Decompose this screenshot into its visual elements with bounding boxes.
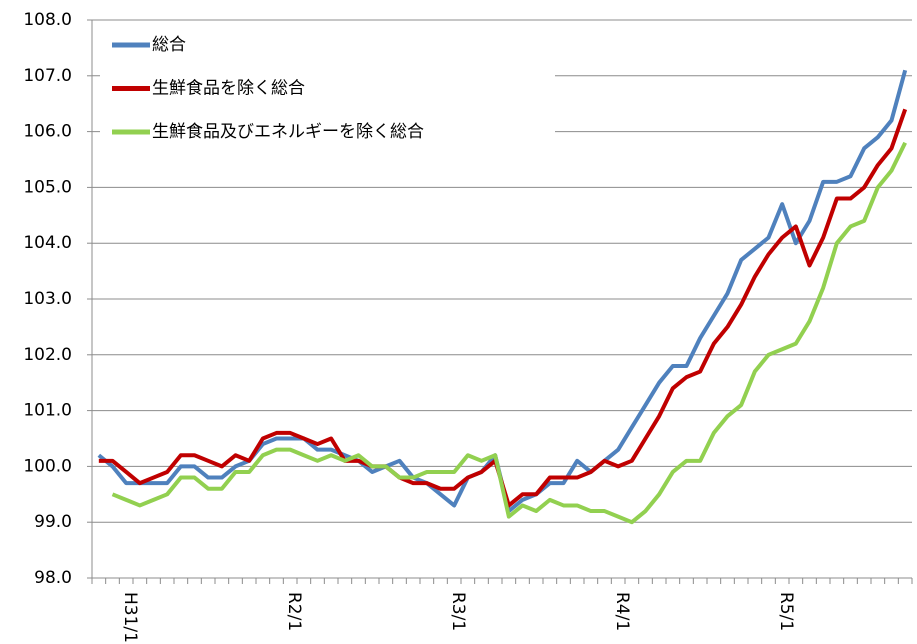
y-tick-label: 105.0 xyxy=(23,177,72,197)
legend-label: 生鮮食品を除く総合 xyxy=(152,79,305,99)
y-tick-label: 98.0 xyxy=(34,568,72,588)
y-tick-label: 106.0 xyxy=(23,122,72,142)
y-tick-label: 103.0 xyxy=(23,289,72,309)
data-line xyxy=(111,141,907,525)
y-tick-label: 107.0 xyxy=(23,66,72,86)
legend-box xyxy=(100,28,555,150)
x-tick-label: H31/1 xyxy=(120,592,140,643)
y-tick-label: 108.0 xyxy=(23,10,72,30)
x-tick-label: R5/1 xyxy=(776,592,796,631)
y-tick-label: 104.0 xyxy=(23,233,72,253)
y-tick-label: 99.0 xyxy=(34,512,72,532)
y-tick-label: 102.0 xyxy=(23,345,72,365)
legend-label: 総合 xyxy=(152,35,186,55)
x-tick-label: R3/1 xyxy=(448,592,468,631)
x-tick-label: R2/1 xyxy=(284,592,304,631)
data-line xyxy=(98,108,908,508)
legend-label: 生鮮食品及びエネルギーを除く総合 xyxy=(152,122,424,142)
x-tick-label: R4/1 xyxy=(612,592,632,631)
y-tick-label: 100.0 xyxy=(23,456,72,476)
y-tick-label: 101.0 xyxy=(23,401,72,421)
